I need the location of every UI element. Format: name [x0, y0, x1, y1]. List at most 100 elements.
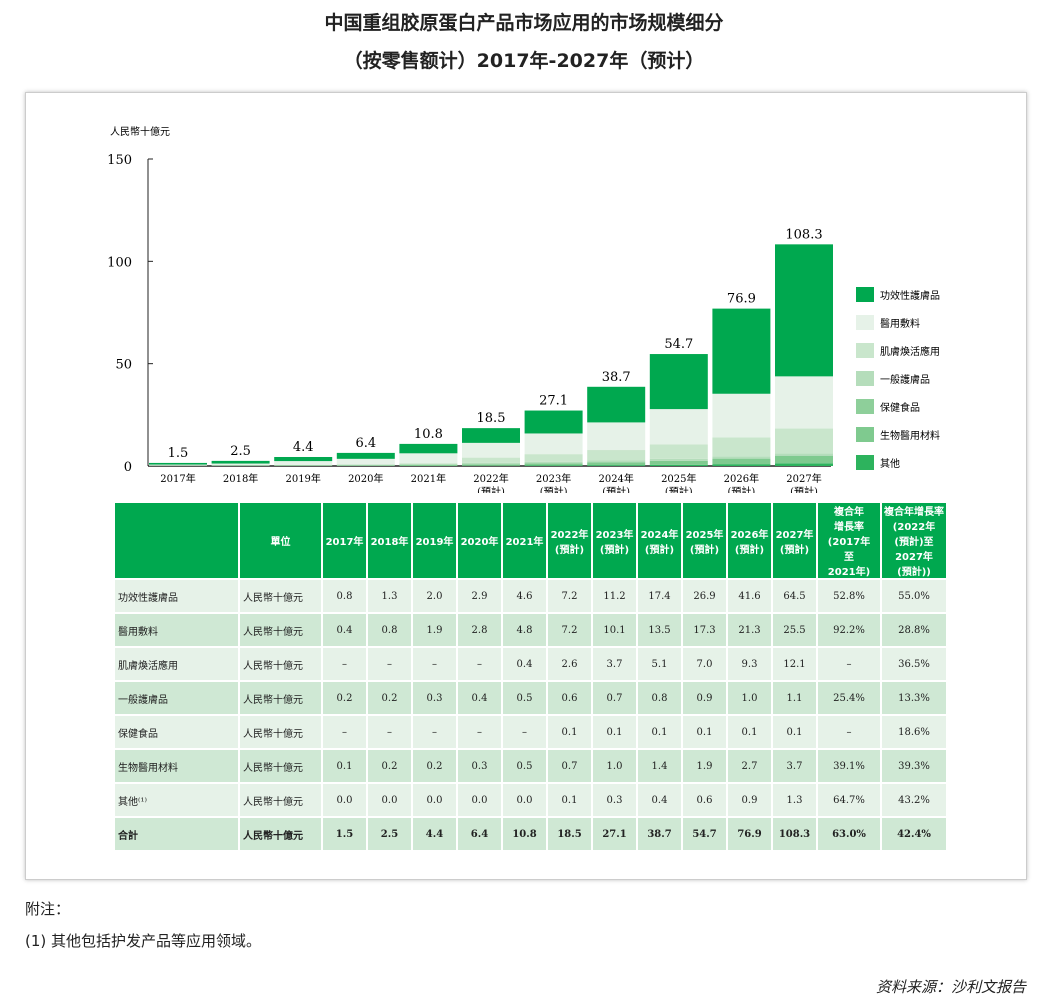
table-cell: 0.0	[366, 782, 413, 818]
legend-label: 保健食品	[880, 401, 920, 414]
table-cell: –	[321, 714, 368, 750]
bar-segment	[775, 463, 833, 466]
x-tick-label: (預計)	[602, 485, 630, 493]
legend-swatch	[856, 371, 874, 386]
table-cell: 0.7	[591, 680, 638, 716]
x-tick-label: 2024年	[598, 472, 633, 485]
title-line-2: （按零售额计）2017年-2027年（预计）	[343, 50, 705, 72]
bar-segment	[775, 453, 833, 456]
y-tick-label: 150	[107, 153, 132, 168]
table-cell: 13.5	[636, 612, 683, 648]
row-label: 功效性護膚品	[113, 578, 240, 614]
total-label: 54.7	[664, 337, 693, 352]
table-cell: 0.0	[321, 782, 368, 818]
table-cell: 0.5	[501, 748, 548, 784]
table-cell: 2.6	[546, 646, 593, 682]
table-cell: 52.8%	[816, 578, 882, 614]
bar-segment	[399, 463, 458, 464]
y-tick-label: 0	[124, 460, 132, 475]
table-cell: 0.2	[321, 680, 368, 716]
bar-segment	[399, 453, 458, 464]
table-cell: 2.5	[366, 816, 413, 852]
legend-swatch	[856, 343, 874, 358]
table-cell: 0.0	[411, 782, 458, 818]
table-cell: 42.4%	[880, 816, 948, 852]
table-cell: 0.1	[726, 714, 773, 750]
table-cell: –	[501, 714, 548, 750]
table-cell: 36.5%	[880, 646, 948, 682]
legend-swatch	[856, 427, 874, 442]
column-header: 2019年	[411, 501, 458, 580]
table-cell: 55.0%	[880, 578, 948, 614]
table-cell: 9.3	[726, 646, 773, 682]
column-header: 複合年增長率 (2022年 (預計)至 2027年 (預計))	[880, 501, 948, 580]
table-cell: 人民幣十億元	[238, 816, 323, 852]
table-cell: 0.4	[456, 680, 503, 716]
table-cell: 0.2	[366, 748, 413, 784]
table-cell: –	[411, 646, 458, 682]
table-cell: 0.9	[726, 782, 773, 818]
bar-segment	[336, 452, 395, 459]
table-cell: 0.1	[321, 748, 368, 784]
bar-segment	[649, 464, 708, 466]
table-cell: 0.1	[771, 714, 818, 750]
table-cell: 64.5	[771, 578, 818, 614]
table-cell: 0.6	[681, 782, 728, 818]
table-cell: 2.8	[456, 612, 503, 648]
table-cell: 92.2%	[816, 612, 882, 648]
column-header: 2022年 (預計)	[546, 501, 593, 580]
table-cell: 0.1	[681, 714, 728, 750]
table-cell: 人民幣十億元	[238, 612, 323, 648]
table-cell: 27.1	[591, 816, 638, 852]
y-tick-label: 50	[115, 358, 132, 373]
bar-segment	[524, 463, 583, 466]
table-cell: 7.0	[681, 646, 728, 682]
table-cell: 21.3	[726, 612, 773, 648]
bar-segment	[399, 463, 458, 465]
table-cell: 10.1	[591, 612, 638, 648]
table-cell: 0.6	[546, 680, 593, 716]
figure-box: 人民幣十億元 0 50 100 150 1.5 2017年 2.5 2018年 4.4 2019年 6…	[25, 92, 1027, 880]
legend-swatch	[856, 455, 874, 470]
table-cell: 13.3%	[880, 680, 948, 716]
table-cell: 0.3	[411, 680, 458, 716]
bar-segment	[462, 442, 520, 458]
bar-segment	[775, 376, 833, 429]
table-cell: 4.6	[501, 578, 548, 614]
table-cell: 人民幣十億元	[238, 646, 323, 682]
row-label: 生物醫用材料	[113, 748, 240, 784]
table-cell: 1.4	[636, 748, 683, 784]
bar-segment	[587, 460, 646, 463]
column-header: 2026年 (預計)	[726, 501, 773, 580]
table-cell: 28.8%	[880, 612, 948, 648]
bar-segment	[462, 462, 520, 465]
x-tick-label: 2020年	[348, 472, 383, 485]
legend-swatch	[856, 287, 874, 302]
table-cell: 25.4%	[816, 680, 882, 716]
data-table: 單位 2017年 2018年 2019年 2020年 2021年 2022年 (預計) 202…	[113, 501, 948, 852]
table-row: 生物醫用材料 人民幣十億元 0.1 0.2 0.2 0.3 0.5 0.7 1.0 1.4 1.9 2…	[113, 748, 948, 784]
x-tick-label: 2027年	[786, 472, 821, 485]
column-header	[113, 501, 240, 580]
bar-segment	[274, 464, 333, 466]
table-cell: 2.0	[411, 578, 458, 614]
table-cell: 3.7	[771, 748, 818, 784]
bar-segment	[712, 437, 771, 457]
table-cell: 人民幣十億元	[238, 680, 323, 716]
row-label: 肌膚煥活應用	[113, 646, 240, 682]
legend-swatch	[856, 399, 874, 414]
bar-segment	[336, 465, 395, 466]
table-cell: 7.2	[546, 612, 593, 648]
table-cell: 0.2	[411, 748, 458, 784]
legend-label: 肌膚煥活應用	[880, 345, 940, 358]
table-row: 其他⁽¹⁾ 人民幣十億元 0.0 0.0 0.0 0.0 0.0 0.1 0.3 0.4 0.6 0.…	[113, 782, 948, 818]
table-cell: 41.6	[726, 578, 773, 614]
table-cell: 6.4	[456, 816, 503, 852]
table-cell: 1.3	[771, 782, 818, 818]
bar-segment	[149, 462, 207, 465]
total-label: 1.5	[168, 446, 189, 461]
x-tick-label: 2022年	[473, 472, 508, 485]
bar-segment	[712, 308, 771, 394]
table-cell: 1.1	[771, 680, 818, 716]
column-header: 2017年	[321, 501, 368, 580]
